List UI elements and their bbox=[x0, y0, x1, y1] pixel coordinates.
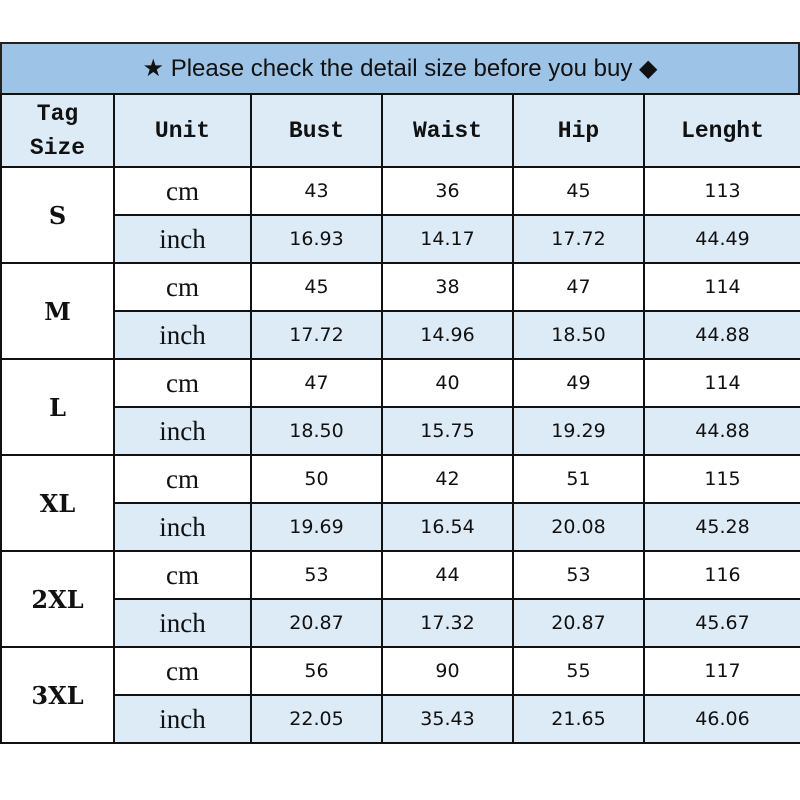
waist-cell: 35.43 bbox=[381, 694, 514, 744]
hip-cell: 53 bbox=[512, 550, 645, 600]
unit-cell: cm bbox=[113, 550, 252, 600]
hip-cell: 51 bbox=[512, 454, 645, 504]
waist-cell: 14.17 bbox=[381, 214, 514, 264]
diamond-icon: ◆ bbox=[639, 55, 658, 82]
waist-cell: 15.75 bbox=[381, 406, 514, 456]
bust-cell: 18.50 bbox=[250, 406, 383, 456]
length-cell: 46.06 bbox=[643, 694, 800, 744]
hip-cell: 17.72 bbox=[512, 214, 645, 264]
table-row-cm: 3XL cm 56 90 55 117 bbox=[0, 646, 800, 744]
star-icon: ★ bbox=[142, 55, 165, 82]
table-row-cm: 2XL cm 53 44 53 116 bbox=[0, 550, 800, 648]
waist-cell: 17.32 bbox=[381, 598, 514, 648]
length-cell: 45.28 bbox=[643, 502, 800, 552]
unit-cell: inch bbox=[113, 406, 252, 456]
table-row-inch: inch 17.72 14.96 18.50 44.88 bbox=[1, 310, 800, 360]
table-row-cm: XL cm 50 42 51 115 bbox=[0, 454, 800, 552]
size-chart-title: ★ Please check the detail size before yo… bbox=[0, 42, 800, 93]
unit-cell: cm bbox=[113, 358, 252, 408]
waist-cell: 42 bbox=[381, 454, 514, 504]
bust-cell: 22.05 bbox=[250, 694, 383, 744]
waist-cell: 36 bbox=[381, 166, 514, 216]
header-waist: Waist bbox=[381, 93, 514, 168]
unit-cell: inch bbox=[113, 694, 252, 744]
length-cell: 113 bbox=[643, 166, 800, 216]
bust-cell: 50 bbox=[250, 454, 383, 504]
hip-cell: 45 bbox=[512, 166, 645, 216]
length-cell: 44.88 bbox=[643, 406, 800, 456]
tag-size-cell: 2XL bbox=[0, 550, 115, 648]
bust-cell: 20.87 bbox=[250, 598, 383, 648]
length-cell: 44.49 bbox=[643, 214, 800, 264]
bust-cell: 43 bbox=[250, 166, 383, 216]
hip-cell: 47 bbox=[512, 262, 645, 312]
hip-cell: 20.08 bbox=[512, 502, 645, 552]
unit-cell: cm bbox=[113, 262, 252, 312]
title-text: Please check the detail size before you … bbox=[170, 54, 633, 82]
bust-cell: 16.93 bbox=[250, 214, 383, 264]
bust-cell: 53 bbox=[250, 550, 383, 600]
length-cell: 44.88 bbox=[643, 310, 800, 360]
bust-cell: 19.69 bbox=[250, 502, 383, 552]
tag-size-cell: L bbox=[0, 358, 115, 456]
hip-cell: 49 bbox=[512, 358, 645, 408]
hip-cell: 18.50 bbox=[512, 310, 645, 360]
hip-cell: 21.65 bbox=[512, 694, 645, 744]
length-cell: 114 bbox=[643, 358, 800, 408]
hip-cell: 20.87 bbox=[512, 598, 645, 648]
waist-cell: 90 bbox=[381, 646, 514, 696]
bust-cell: 47 bbox=[250, 358, 383, 408]
header-tag-size: Tag Size bbox=[0, 93, 115, 168]
unit-cell: inch bbox=[113, 598, 252, 648]
length-cell: 45.67 bbox=[643, 598, 800, 648]
waist-cell: 40 bbox=[381, 358, 514, 408]
size-chart: ★ Please check the detail size before yo… bbox=[0, 42, 800, 744]
length-cell: 114 bbox=[643, 262, 800, 312]
unit-cell: inch bbox=[113, 310, 252, 360]
table-row-inch: inch 16.93 14.17 17.72 44.49 bbox=[1, 214, 800, 264]
tag-size-cell: 3XL bbox=[0, 646, 115, 744]
header-length: Lenght bbox=[643, 93, 800, 168]
tag-size-cell: M bbox=[0, 262, 115, 360]
table-row-inch: inch 20.87 17.32 20.87 45.67 bbox=[1, 598, 800, 648]
unit-cell: cm bbox=[113, 454, 252, 504]
header-tag-size-label: Tag Size bbox=[29, 100, 86, 161]
waist-cell: 38 bbox=[381, 262, 514, 312]
unit-cell: inch bbox=[113, 214, 252, 264]
waist-cell: 14.96 bbox=[381, 310, 514, 360]
hip-cell: 55 bbox=[512, 646, 645, 696]
length-cell: 117 bbox=[643, 646, 800, 696]
tag-size-cell: S bbox=[0, 166, 115, 264]
header-hip: Hip bbox=[512, 93, 645, 168]
waist-cell: 16.54 bbox=[381, 502, 514, 552]
unit-cell: cm bbox=[113, 166, 252, 216]
bust-cell: 45 bbox=[250, 262, 383, 312]
unit-cell: inch bbox=[113, 502, 252, 552]
table-row-inch: inch 18.50 15.75 19.29 44.88 bbox=[1, 406, 800, 456]
unit-cell: cm bbox=[113, 646, 252, 696]
header-unit: Unit bbox=[113, 93, 252, 168]
length-cell: 115 bbox=[643, 454, 800, 504]
waist-cell: 44 bbox=[381, 550, 514, 600]
length-cell: 116 bbox=[643, 550, 800, 600]
bust-cell: 17.72 bbox=[250, 310, 383, 360]
table-row-inch: inch 22.05 35.43 21.65 46.06 bbox=[1, 694, 800, 744]
tag-size-cell: XL bbox=[0, 454, 115, 552]
hip-cell: 19.29 bbox=[512, 406, 645, 456]
header-bust: Bust bbox=[250, 93, 383, 168]
table-row-inch: inch 19.69 16.54 20.08 45.28 bbox=[1, 502, 800, 552]
bust-cell: 56 bbox=[250, 646, 383, 696]
header-row: Tag Size Unit Bust Waist Hip Lenght bbox=[0, 93, 800, 168]
